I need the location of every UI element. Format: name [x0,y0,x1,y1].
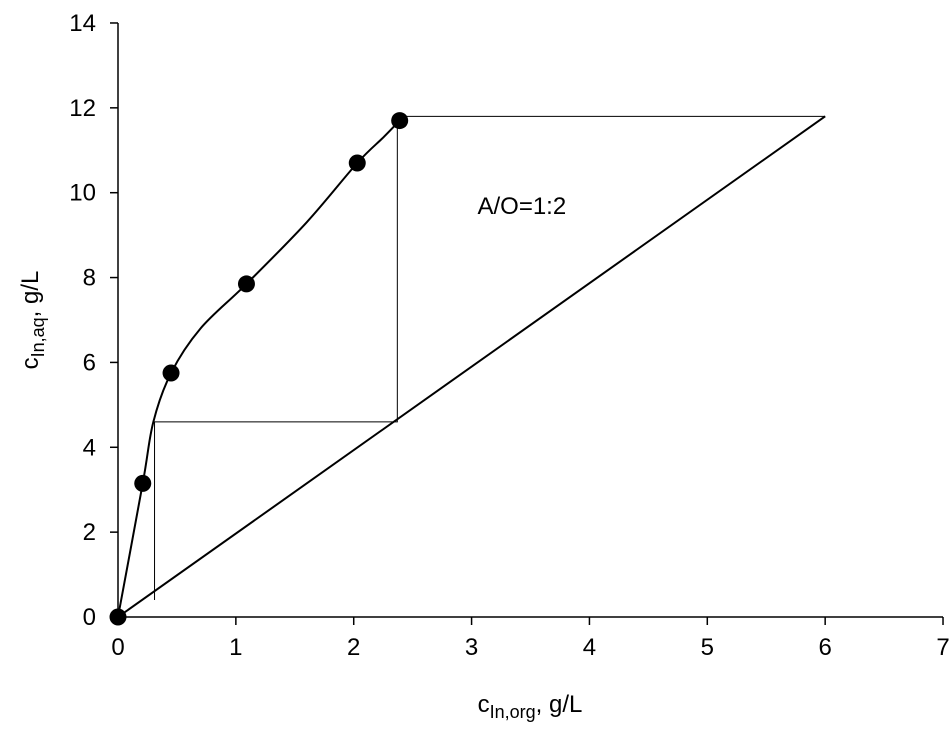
annotation-ratio: A/O=1:2 [477,193,566,220]
y-ticks: 0 2 4 6 8 10 12 14 [69,10,118,631]
x-axis-label: cIn,org, g/L [478,691,583,722]
x-tick-label: 7 [936,634,949,661]
data-points [109,112,409,626]
data-point [134,474,152,492]
y-tick-label: 8 [83,265,96,292]
y-tick-label: 4 [83,434,96,461]
y-tick-label: 0 [83,604,96,631]
x-tick-label: 3 [465,634,478,661]
data-point [391,112,409,130]
operating-line [117,115,826,618]
x-ticks: 0 1 2 3 4 5 6 7 [111,617,950,661]
stage-steps [154,115,826,601]
equilibrium-curve [117,119,401,618]
y-tick-label: 12 [69,95,96,122]
x-tick-label: 0 [111,634,124,661]
data-point [348,154,366,172]
y-tick-label: 14 [69,10,96,37]
data-point [237,275,255,293]
y-tick-label: 6 [83,349,96,376]
series-layer [117,115,826,618]
x-tick-label: 2 [347,634,360,661]
data-point [109,608,127,626]
x-tick-label: 1 [229,634,242,661]
axes [117,23,943,618]
y-tick-label: 2 [83,519,96,546]
x-tick-label: 4 [583,634,596,661]
data-point [162,364,180,382]
y-tick-label: 10 [69,180,96,207]
x-tick-label: 6 [818,634,831,661]
y-axis-label: cIn,aq, g/L [17,271,48,370]
x-tick-label: 5 [701,634,714,661]
